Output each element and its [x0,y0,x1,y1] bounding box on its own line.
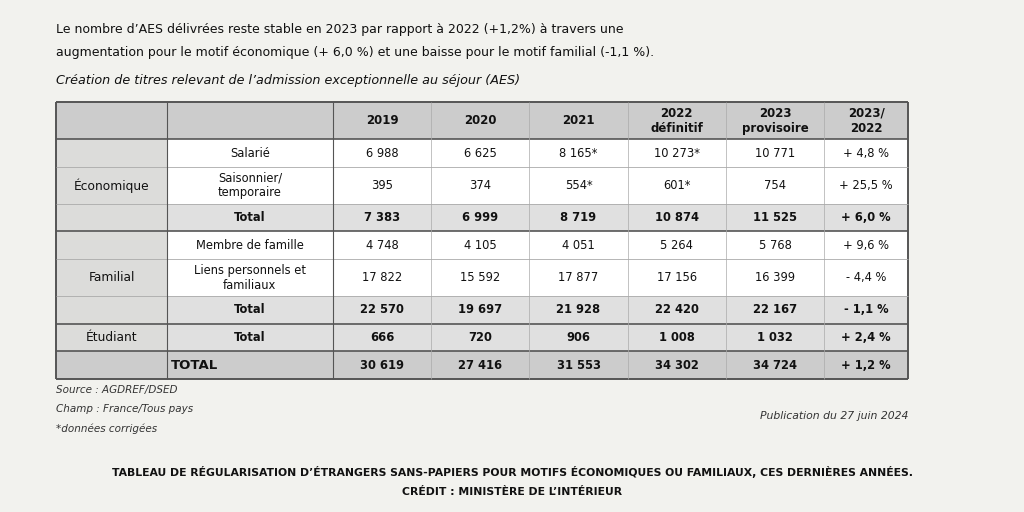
Bar [167,296,908,324]
Text: 2021: 2021 [562,114,595,127]
Text: 22 167: 22 167 [753,303,798,316]
Bar [167,259,908,296]
Text: - 4,4 %: - 4,4 % [846,271,887,284]
Text: Total: Total [234,211,265,224]
Text: 17 156: 17 156 [656,271,697,284]
Bar [56,139,167,231]
Text: 4 748: 4 748 [366,239,398,252]
Text: 1 032: 1 032 [757,331,794,344]
Text: Création de titres relevant de l’admission exceptionnelle au séjour (AES): Création de titres relevant de l’admissi… [56,74,520,87]
Text: Liens personnels et
familiaux: Liens personnels et familiaux [194,264,306,291]
Text: + 9,6 %: + 9,6 % [844,239,889,252]
Text: Membre de famille: Membre de famille [196,239,304,252]
Bar [167,139,908,167]
Text: Salarié: Salarié [230,146,269,160]
Text: 906: 906 [566,331,591,344]
Bar [56,102,908,139]
Bar [56,351,908,379]
Text: Saisonnier/
temporaire: Saisonnier/ temporaire [218,172,282,199]
Text: 1 008: 1 008 [658,331,695,344]
Text: *données corrigées: *données corrigées [56,424,158,435]
Text: 720: 720 [468,331,493,344]
Text: Total: Total [234,303,265,316]
Text: 34 724: 34 724 [754,358,797,372]
Text: Le nombre d’AES délivrées reste stable en 2023 par rapport à 2022 (+1,2%) à trav: Le nombre d’AES délivrées reste stable e… [56,23,624,36]
Bar [167,204,908,231]
Text: Étudiant: Étudiant [86,331,137,344]
Text: + 4,8 %: + 4,8 % [844,146,889,160]
Text: 21 928: 21 928 [556,303,601,316]
Text: 554*: 554* [565,179,592,192]
Text: 31 553: 31 553 [557,358,600,372]
Text: 30 619: 30 619 [360,358,403,372]
Bar [167,167,908,204]
Text: 6 988: 6 988 [366,146,398,160]
Text: 2023
provisoire: 2023 provisoire [741,106,809,135]
Text: 22 570: 22 570 [360,303,403,316]
Text: Familial: Familial [88,271,135,284]
Text: 6 625: 6 625 [464,146,497,160]
Text: CRÉDIT : MINISTÈRE DE L’INTÉRIEUR: CRÉDIT : MINISTÈRE DE L’INTÉRIEUR [402,487,622,498]
Text: 17 822: 17 822 [361,271,402,284]
Text: 5 768: 5 768 [759,239,792,252]
Text: Total: Total [234,331,265,344]
Text: + 2,4 %: + 2,4 % [842,331,891,344]
Text: 8 165*: 8 165* [559,146,598,160]
Text: 22 420: 22 420 [655,303,698,316]
Text: 5 264: 5 264 [660,239,693,252]
Text: 10 771: 10 771 [755,146,796,160]
Text: 17 877: 17 877 [558,271,599,284]
Text: 11 525: 11 525 [754,211,797,224]
Text: 4 051: 4 051 [562,239,595,252]
Text: 27 416: 27 416 [458,358,503,372]
Text: Source : AGDREF/DSED: Source : AGDREF/DSED [56,385,178,395]
Text: - 1,1 %: - 1,1 % [844,303,889,316]
Text: 395: 395 [371,179,393,192]
Text: 6 999: 6 999 [462,211,499,224]
Bar [56,231,167,324]
Text: + 1,2 %: + 1,2 % [842,358,891,372]
Bar [167,231,908,259]
Text: + 6,0 %: + 6,0 % [842,211,891,224]
Text: 10 273*: 10 273* [654,146,699,160]
Text: 374: 374 [469,179,492,192]
Text: 19 697: 19 697 [458,303,503,316]
Text: 10 874: 10 874 [655,211,698,224]
Text: 16 399: 16 399 [755,271,796,284]
Text: 2022
définitif: 2022 définitif [650,106,703,135]
Text: Publication du 27 juin 2024: Publication du 27 juin 2024 [760,411,908,421]
Text: Économique: Économique [74,178,150,193]
Text: + 25,5 %: + 25,5 % [840,179,893,192]
Text: 7 383: 7 383 [364,211,400,224]
Text: 34 302: 34 302 [655,358,698,372]
Text: Champ : France/Tous pays: Champ : France/Tous pays [56,404,194,415]
Text: 2020: 2020 [464,114,497,127]
Text: 4 105: 4 105 [464,239,497,252]
Bar [167,351,908,379]
Text: 601*: 601* [664,179,690,192]
Bar [167,324,908,351]
Text: 15 592: 15 592 [460,271,501,284]
Text: TABLEAU DE RÉGULARISATION D’ÉTRANGERS SANS-PAPIERS POUR MOTIFS ÉCONOMIQUES OU FA: TABLEAU DE RÉGULARISATION D’ÉTRANGERS SA… [112,466,912,478]
Text: 2023/
2022: 2023/ 2022 [848,106,885,135]
Text: 666: 666 [370,331,394,344]
Text: 8 719: 8 719 [560,211,597,224]
Text: 754: 754 [764,179,786,192]
Text: 2019: 2019 [366,114,398,127]
Text: TOTAL: TOTAL [171,358,218,372]
Text: augmentation pour le motif économique (+ 6,0 %) et une baisse pour le motif fami: augmentation pour le motif économique (+… [56,46,654,59]
Bar [56,324,167,351]
